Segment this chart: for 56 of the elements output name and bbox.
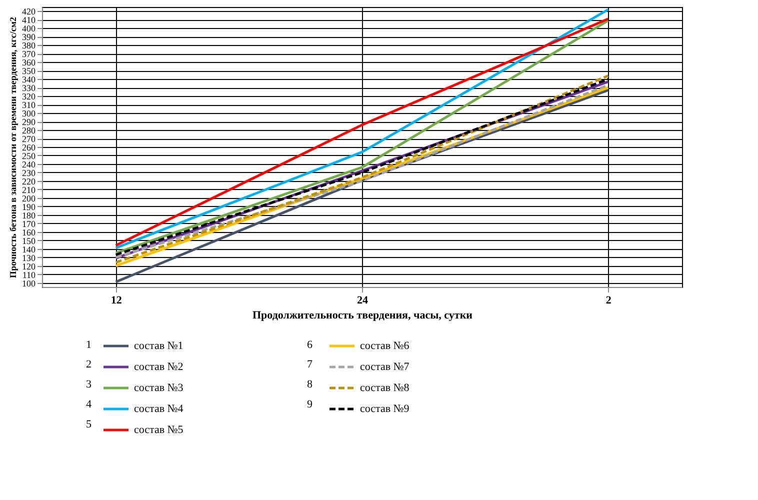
- x-tick-label: 2: [606, 294, 612, 306]
- text: 2: [86, 358, 92, 370]
- y-tick-label: 360: [22, 58, 36, 68]
- legend-label: состав №2: [134, 361, 184, 373]
- y-tick-label: 110: [22, 270, 36, 280]
- y-tick-label: 130: [22, 252, 36, 263]
- y-tick-label: 280: [22, 126, 36, 136]
- legend-label: состав №5: [134, 424, 184, 436]
- text: 8: [307, 378, 313, 390]
- y-tick-label: 120: [22, 261, 36, 272]
- y-tick-label: 320: [22, 92, 36, 102]
- y-tick-label: 190: [22, 202, 36, 212]
- y-tick-label: 270: [22, 134, 36, 144]
- y-tick-label: 240: [22, 159, 36, 170]
- text: 7: [307, 358, 313, 370]
- x-tick-label: 12: [110, 294, 122, 306]
- y-tick-label: 290: [22, 117, 36, 128]
- y-tick-label: 140: [22, 244, 36, 254]
- y-tick-label: 420: [22, 6, 36, 17]
- y-tick-label: 330: [22, 83, 36, 94]
- y-tick-label: 170: [22, 218, 36, 229]
- legend-label: состав №4: [134, 403, 184, 415]
- y-tick-label: 260: [22, 142, 36, 152]
- y-tick-label: 180: [22, 210, 36, 220]
- y-tick-label: 380: [22, 40, 36, 51]
- y-tick-label: 100: [22, 278, 36, 288]
- x-tick-label: 24: [357, 294, 368, 306]
- legend-label: состав №8: [360, 382, 410, 394]
- legend-label: состав №1: [134, 340, 184, 352]
- text: 6: [307, 338, 313, 351]
- legend-label: состав №7: [360, 361, 410, 373]
- text: 4: [86, 398, 92, 410]
- y-tick-label: 370: [22, 49, 36, 60]
- legend-label: состав №3: [134, 382, 184, 394]
- y-tick-label: 400: [22, 24, 36, 34]
- y-tick-label: 340: [22, 74, 36, 85]
- y-tick-label: 200: [22, 193, 36, 204]
- text: 5: [86, 418, 92, 430]
- y-tick-label: 300: [22, 108, 36, 119]
- y-tick-label: 350: [22, 66, 36, 76]
- x-axis-title: Продолжительность твердения, часы, сутки: [252, 310, 474, 322]
- y-tick-label: 230: [22, 168, 36, 178]
- y-tick-label: 150: [22, 236, 36, 246]
- legend-label: состав №9: [360, 403, 410, 415]
- text: 9: [307, 398, 313, 410]
- text: 1: [86, 338, 92, 351]
- y-tick-label: 310: [22, 100, 36, 110]
- y-tick-label: 210: [22, 184, 36, 195]
- y-tick-label: 410: [22, 15, 36, 26]
- y-tick-label: 160: [22, 227, 36, 238]
- text: 3: [86, 378, 92, 390]
- y-tick-label: 390: [22, 32, 36, 42]
- legend-label: состав №6: [360, 340, 410, 352]
- y-axis-title: Прочность бетона в зависимости от времени твердения, кгс/см2: [8, 16, 18, 278]
- y-tick-label: 250: [22, 150, 36, 161]
- y-tick-label: 220: [22, 176, 36, 186]
